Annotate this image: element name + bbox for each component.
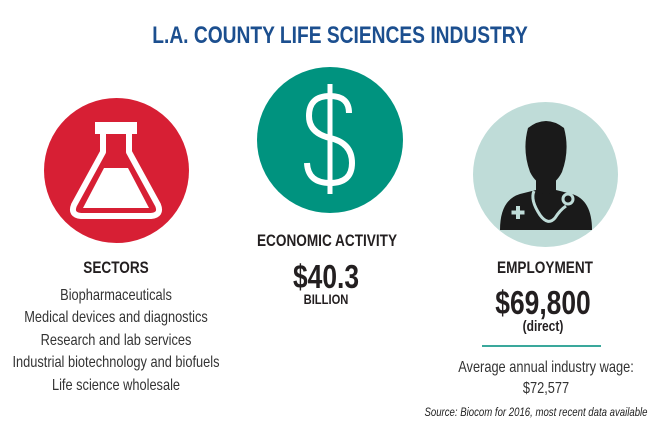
wage-label: Average annual industry wage: [458,359,634,376]
sectors-heading: SECTORS [83,258,149,277]
employment-qualifier: (direct) [522,318,564,335]
page-title: L.A. COUNTY LIFE SCIENCES INDUSTRY [152,22,528,49]
sector-item: Biopharmaceuticals [60,287,172,304]
economic-value: $40.3 [292,258,360,295]
source-note: Source: Biocom for 2016, most recent dat… [424,405,648,419]
employment-value: $69,800 [495,284,591,321]
wage-value: $72,577 [522,380,570,397]
economic-unit: BILLION [303,291,349,307]
employment-heading: EMPLOYMENT [497,258,593,277]
divider [482,345,601,347]
sector-item: Medical devices and diagnostics [24,309,208,326]
sector-item: Research and lab services [40,332,192,349]
sector-item: Life science wholesale [51,377,181,394]
economic-heading: ECONOMIC ACTIVITY [256,231,398,250]
sector-item: Industrial biotechnology and biofuels [12,354,220,371]
